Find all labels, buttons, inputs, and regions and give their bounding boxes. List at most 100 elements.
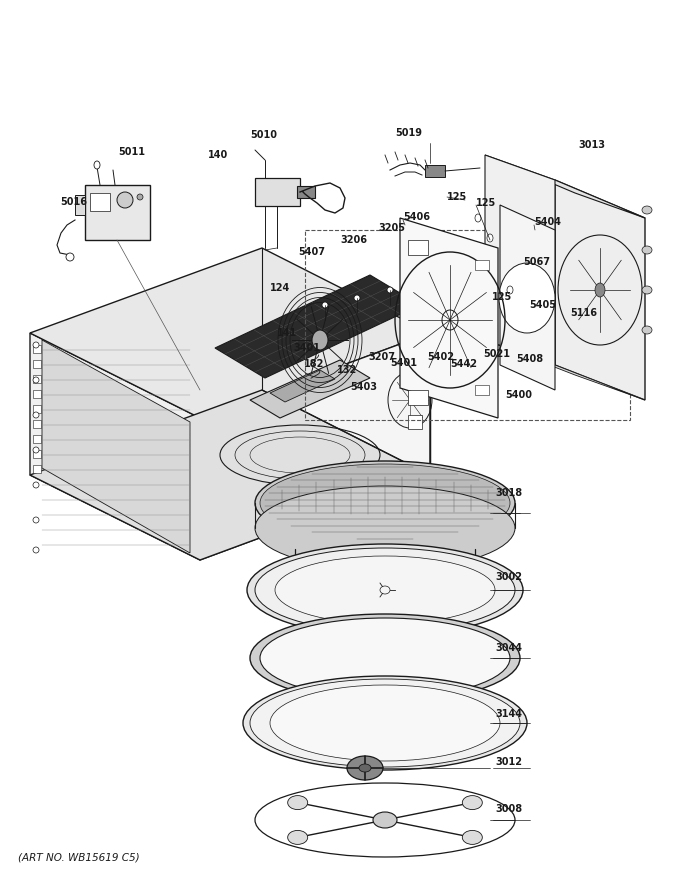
Polygon shape — [30, 390, 430, 560]
Bar — [85, 185, 150, 240]
Bar — [475, 385, 489, 395]
Polygon shape — [485, 340, 645, 400]
Ellipse shape — [260, 464, 510, 542]
Polygon shape — [33, 465, 41, 473]
Ellipse shape — [33, 342, 39, 348]
Text: 5407: 5407 — [298, 247, 325, 257]
Text: 5400: 5400 — [505, 390, 532, 400]
Text: 132: 132 — [337, 365, 357, 375]
Text: 5016: 5016 — [60, 197, 87, 207]
Text: 5406: 5406 — [403, 212, 430, 222]
Bar — [90, 193, 110, 211]
Text: 3205: 3205 — [378, 223, 405, 233]
Ellipse shape — [288, 796, 307, 810]
Ellipse shape — [250, 614, 520, 702]
Text: (ART NO. WB15619 C5): (ART NO. WB15619 C5) — [18, 853, 139, 863]
Text: 5116: 5116 — [570, 308, 597, 318]
Ellipse shape — [322, 302, 328, 308]
Ellipse shape — [137, 194, 143, 200]
Ellipse shape — [312, 330, 328, 350]
Polygon shape — [500, 205, 555, 390]
Polygon shape — [33, 420, 41, 428]
Polygon shape — [33, 360, 41, 368]
Ellipse shape — [243, 676, 527, 770]
Text: 3207: 3207 — [368, 352, 395, 362]
Text: 3013: 3013 — [578, 140, 605, 150]
Ellipse shape — [642, 286, 652, 294]
Polygon shape — [75, 195, 85, 215]
Text: 3018: 3018 — [495, 488, 522, 498]
Polygon shape — [400, 218, 498, 418]
Text: 125: 125 — [447, 192, 467, 202]
Text: 182: 182 — [304, 359, 324, 369]
Ellipse shape — [507, 286, 513, 294]
Text: 3144: 3144 — [495, 709, 522, 719]
Text: 5010: 5010 — [250, 130, 277, 140]
Bar — [408, 415, 422, 429]
Ellipse shape — [288, 831, 307, 845]
Ellipse shape — [33, 517, 39, 523]
Bar — [255, 178, 300, 206]
Text: 3012: 3012 — [495, 757, 522, 767]
Text: 3002: 3002 — [495, 572, 522, 582]
Ellipse shape — [250, 679, 520, 767]
Bar — [408, 240, 428, 255]
Ellipse shape — [255, 461, 515, 545]
Text: 3008: 3008 — [495, 804, 522, 814]
Ellipse shape — [260, 618, 510, 698]
Ellipse shape — [291, 596, 299, 602]
Text: 3401: 3401 — [293, 343, 320, 353]
Ellipse shape — [487, 234, 493, 242]
Polygon shape — [33, 345, 41, 353]
Ellipse shape — [94, 161, 100, 169]
Text: 5019: 5019 — [395, 128, 422, 138]
Bar — [408, 390, 428, 405]
Polygon shape — [555, 180, 645, 400]
Ellipse shape — [499, 263, 555, 333]
Ellipse shape — [642, 206, 652, 214]
Text: 5405: 5405 — [529, 300, 556, 310]
Polygon shape — [30, 248, 430, 418]
Ellipse shape — [33, 547, 39, 553]
Text: 5011: 5011 — [118, 147, 145, 157]
Ellipse shape — [347, 756, 383, 780]
Ellipse shape — [373, 812, 397, 828]
Ellipse shape — [595, 283, 605, 297]
Polygon shape — [485, 155, 555, 365]
Polygon shape — [42, 340, 190, 553]
Ellipse shape — [33, 412, 39, 418]
Text: 5442: 5442 — [450, 359, 477, 369]
Bar — [475, 260, 489, 270]
Ellipse shape — [33, 482, 39, 488]
Polygon shape — [215, 275, 420, 378]
Text: 125: 125 — [476, 198, 496, 208]
Ellipse shape — [275, 556, 495, 624]
Text: 3044: 3044 — [495, 643, 522, 653]
Text: 5408: 5408 — [516, 354, 543, 364]
Text: 5401: 5401 — [390, 358, 417, 368]
Text: 5021: 5021 — [483, 349, 510, 359]
Bar — [297, 186, 315, 198]
Ellipse shape — [33, 447, 39, 453]
Ellipse shape — [354, 295, 360, 301]
Text: 5067: 5067 — [523, 257, 550, 267]
Text: 124: 124 — [270, 283, 290, 293]
Text: 125: 125 — [492, 292, 512, 302]
Polygon shape — [270, 370, 335, 402]
Ellipse shape — [359, 764, 371, 772]
Ellipse shape — [247, 544, 523, 636]
Ellipse shape — [462, 831, 482, 845]
Ellipse shape — [361, 596, 369, 602]
Bar — [425, 165, 445, 177]
Polygon shape — [485, 155, 645, 218]
Polygon shape — [33, 390, 41, 398]
Polygon shape — [33, 450, 41, 458]
Polygon shape — [33, 405, 41, 413]
Ellipse shape — [270, 685, 500, 761]
Ellipse shape — [401, 596, 409, 602]
Polygon shape — [200, 333, 430, 560]
Text: 3206: 3206 — [340, 235, 367, 245]
Text: 140: 140 — [208, 150, 228, 160]
Ellipse shape — [66, 253, 74, 261]
Polygon shape — [250, 360, 370, 418]
